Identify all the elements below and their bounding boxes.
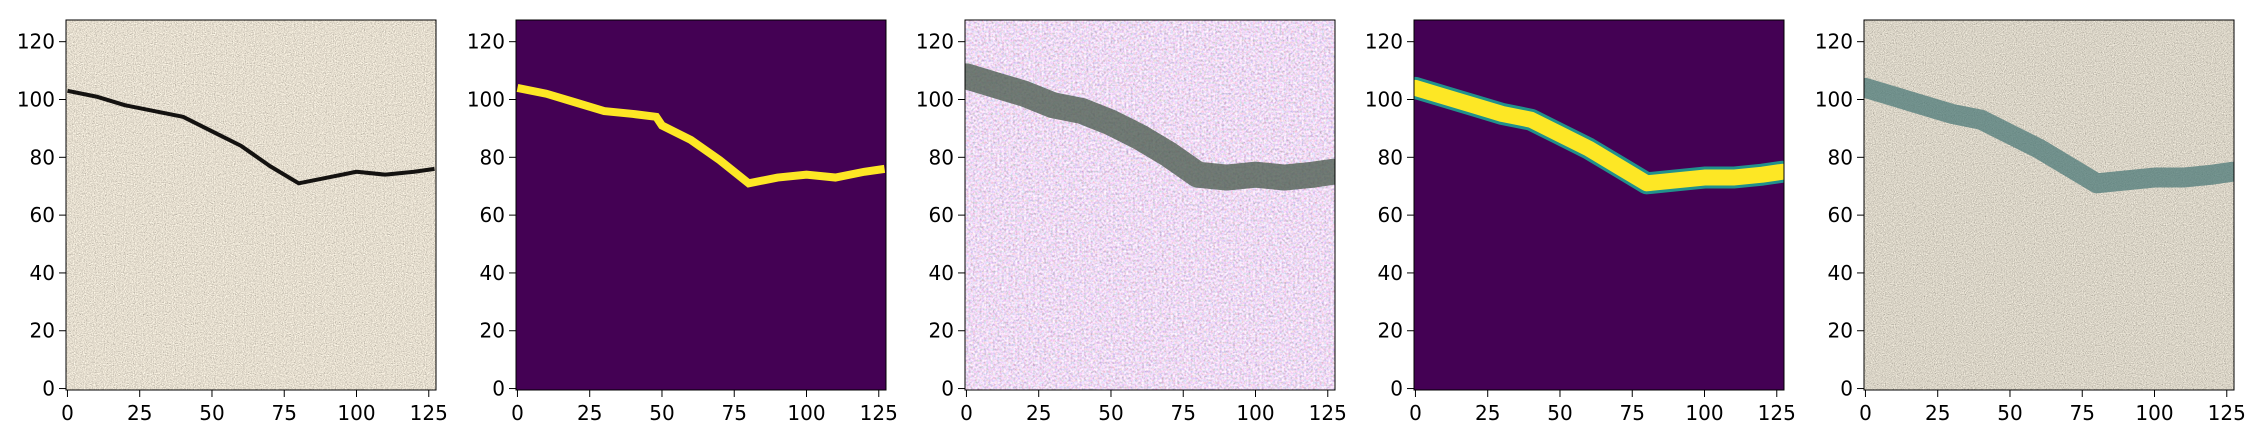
x-tick-label: 100 [1685, 401, 1723, 425]
x-tick-label: 100 [787, 401, 825, 425]
x-tick-label: 0 [1409, 401, 1422, 425]
y-tick-label: 80 [1378, 145, 1403, 169]
x-tick-label: 125 [1758, 401, 1796, 425]
y-tick-label: 20 [929, 319, 954, 343]
y-tick-label: 100 [17, 87, 55, 111]
image-texture [965, 20, 1335, 390]
y-tick-label: 60 [929, 203, 954, 227]
x-tick-label: 75 [272, 401, 297, 425]
y-tick-label: 100 [467, 87, 505, 111]
y-tick-label: 60 [1378, 203, 1403, 227]
x-tick-label: 25 [1026, 401, 1051, 425]
y-tick-label: 80 [929, 145, 954, 169]
y-tick-label: 40 [480, 261, 505, 285]
x-tick-label: 75 [1620, 401, 1645, 425]
y-tick-label: 120 [1365, 30, 1403, 54]
y-tick-label: 40 [929, 261, 954, 285]
crack-mask [516, 84, 886, 188]
mask-background [1414, 20, 1784, 390]
panel-image [516, 20, 886, 390]
x-tick-label: 50 [1547, 401, 1572, 425]
x-tick-label: 75 [1171, 401, 1196, 425]
axes-frame [1863, 19, 2235, 391]
x-tick-label: 50 [1997, 401, 2022, 425]
x-tick-label: 125 [2208, 401, 2246, 425]
panel-5: 0 25 50 75 100 125 0 20 40 60 80 100 120 [1815, 19, 2246, 425]
panel-3: 0 25 50 75 100 125 0 20 40 60 80 100 120 [916, 19, 1347, 425]
y-tick-label: 0 [492, 377, 505, 401]
y-tick-label: 0 [1390, 377, 1403, 401]
y-tick-label: 120 [17, 30, 55, 54]
y-tick-label: 80 [1828, 145, 1853, 169]
y-tick-label: 0 [1840, 377, 1853, 401]
x-tick-label: 50 [199, 401, 224, 425]
image-texture [66, 20, 436, 390]
mask-background [516, 20, 886, 390]
x-tick-label: 75 [722, 401, 747, 425]
x-tick-label: 0 [1859, 401, 1872, 425]
y-tick-label: 100 [1365, 87, 1403, 111]
y-tick-label: 60 [30, 203, 55, 227]
y-tick-label: 60 [480, 203, 505, 227]
panel-1: 0 25 50 75 100 125 0 20 40 60 80 100 120 [17, 19, 448, 425]
x-tick-label: 125 [410, 401, 448, 425]
x-tick-label: 0 [61, 401, 74, 425]
y-tick-label: 80 [480, 145, 505, 169]
x-tick-label: 25 [127, 401, 152, 425]
x-tick-label: 25 [577, 401, 602, 425]
axes-frame [964, 19, 1336, 391]
panel-image [1414, 20, 1784, 390]
y-tick-label: 40 [1378, 261, 1403, 285]
x-tick-label: 100 [2135, 401, 2173, 425]
y-tick-label: 20 [1828, 319, 1853, 343]
y-tick-label: 40 [1828, 261, 1853, 285]
y-tick-label: 100 [916, 87, 954, 111]
panel-2: 0 25 50 75 100 125 0 20 40 60 80 100 120 [467, 19, 898, 425]
y-tick-label: 60 [1828, 203, 1853, 227]
y-tick-label: 120 [467, 30, 505, 54]
panel-image [1864, 20, 2234, 390]
y-tick-label: 20 [480, 319, 505, 343]
x-tick-label: 100 [1236, 401, 1274, 425]
x-tick-label: 25 [1925, 401, 1950, 425]
panel-image [965, 20, 1335, 390]
axes-frame [1413, 19, 1785, 391]
crack-band [965, 63, 1335, 191]
y-tick-label: 80 [30, 145, 55, 169]
y-tick-label: 0 [941, 377, 954, 401]
crack-line [67, 88, 435, 186]
x-tick-label: 0 [511, 401, 524, 425]
x-tick-label: 25 [1475, 401, 1500, 425]
y-tick-label: 20 [30, 319, 55, 343]
y-tick-label: 120 [1815, 30, 1853, 54]
axes-frame [515, 19, 887, 391]
x-tick-label: 100 [337, 401, 375, 425]
panel-image [66, 20, 436, 390]
y-tick-label: 0 [42, 377, 55, 401]
crack-mask [1414, 79, 1784, 192]
image-texture [1864, 20, 2234, 390]
y-tick-label: 120 [916, 30, 954, 54]
crack-overlay [1864, 77, 2234, 194]
x-tick-label: 50 [649, 401, 674, 425]
x-tick-label: 0 [960, 401, 973, 425]
x-tick-label: 50 [1098, 401, 1123, 425]
x-tick-label: 125 [860, 401, 898, 425]
y-tick-label: 40 [30, 261, 55, 285]
x-tick-label: 75 [2070, 401, 2095, 425]
axes-frame [65, 19, 437, 391]
y-tick-label: 20 [1378, 319, 1403, 343]
y-tick-label: 100 [1815, 87, 1853, 111]
panel-4: 0 25 50 75 100 125 0 20 40 60 80 100 120 [1365, 19, 1796, 425]
x-tick-label: 125 [1309, 401, 1347, 425]
